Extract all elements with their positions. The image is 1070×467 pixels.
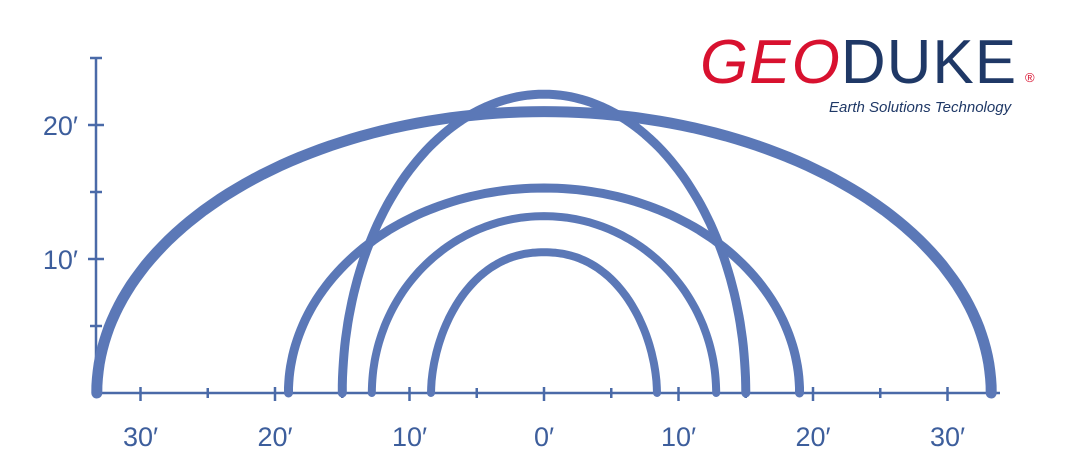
logo-registered-mark: ® xyxy=(1025,70,1035,85)
x-tick-label: 0′ xyxy=(534,422,554,452)
arch-curve xyxy=(91,106,997,399)
x-tick-label: 10′ xyxy=(661,422,696,452)
axis-tick-labels: 30′ 20′ 10′ 0′ 10′ 20′ 30′ 10′ 20′ xyxy=(43,111,965,452)
x-tick-label: 30′ xyxy=(123,422,158,452)
y-tick-label: 10′ xyxy=(43,245,78,275)
logo-wordmark: GEODUKE xyxy=(700,30,1017,96)
arch-curves xyxy=(91,89,997,399)
x-tick-label: 20′ xyxy=(795,422,830,452)
geoduke-logo: GEODUKE ® Earth Solutions Technology xyxy=(700,30,1045,125)
logo-tagline: Earth Solutions Technology xyxy=(829,99,1012,116)
x-tick-label: 20′ xyxy=(257,422,292,452)
logo-geo-text: GEO xyxy=(700,28,841,97)
arch-curve xyxy=(337,89,751,398)
x-tick-label: 30′ xyxy=(930,422,965,452)
arch-curve xyxy=(367,212,721,397)
arch-curve xyxy=(427,248,661,397)
arch-curve xyxy=(284,183,804,398)
y-tick-label: 20′ xyxy=(43,111,78,141)
x-tick-label: 10′ xyxy=(392,422,427,452)
logo-duke-text: DUKE xyxy=(840,28,1018,97)
axes xyxy=(94,58,1000,395)
